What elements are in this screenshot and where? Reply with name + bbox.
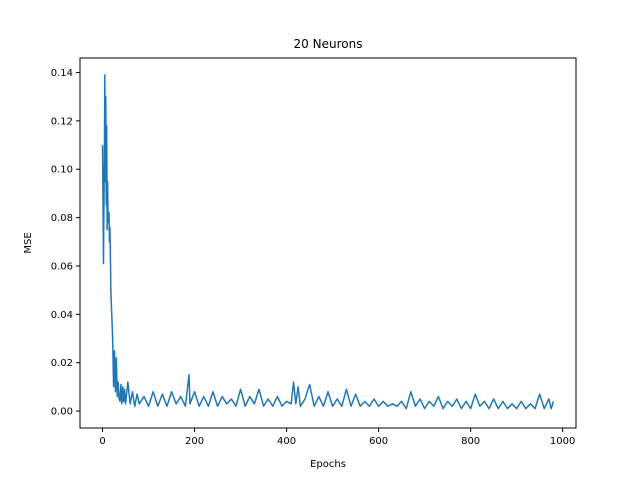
y-tick-label: 0.10 [51,165,73,176]
x-tick-label: 800 [461,436,480,447]
y-tick-label: 0.14 [51,68,73,79]
y-axis-ticks: 0.00 0.02 0.04 0.06 0.08 0.10 0.12 0.14 [51,68,80,418]
x-axis-label: Epochs [310,459,346,470]
y-tick-label: 0.08 [51,213,73,224]
y-tick-label: 0.06 [51,261,73,272]
y-tick-label: 0.12 [51,116,73,127]
y-tick-label: 0.04 [51,310,73,321]
x-tick-label: 600 [369,436,388,447]
x-tick-label: 200 [185,436,204,447]
plot-frame [79,57,577,429]
y-tick-label: 0.00 [51,407,73,418]
chart-title: 20 Neurons [294,37,363,51]
y-axis-label: MSE [23,232,34,253]
y-tick-label: 0.02 [51,358,73,369]
x-tick-label: 0 [99,436,105,447]
series-line-0 [101,74,555,410]
series-layer [101,74,555,410]
x-tick-label: 400 [277,436,296,447]
x-axis-ticks: 0 200 400 600 800 1000 [99,428,575,447]
x-tick-label: 1000 [550,436,575,447]
